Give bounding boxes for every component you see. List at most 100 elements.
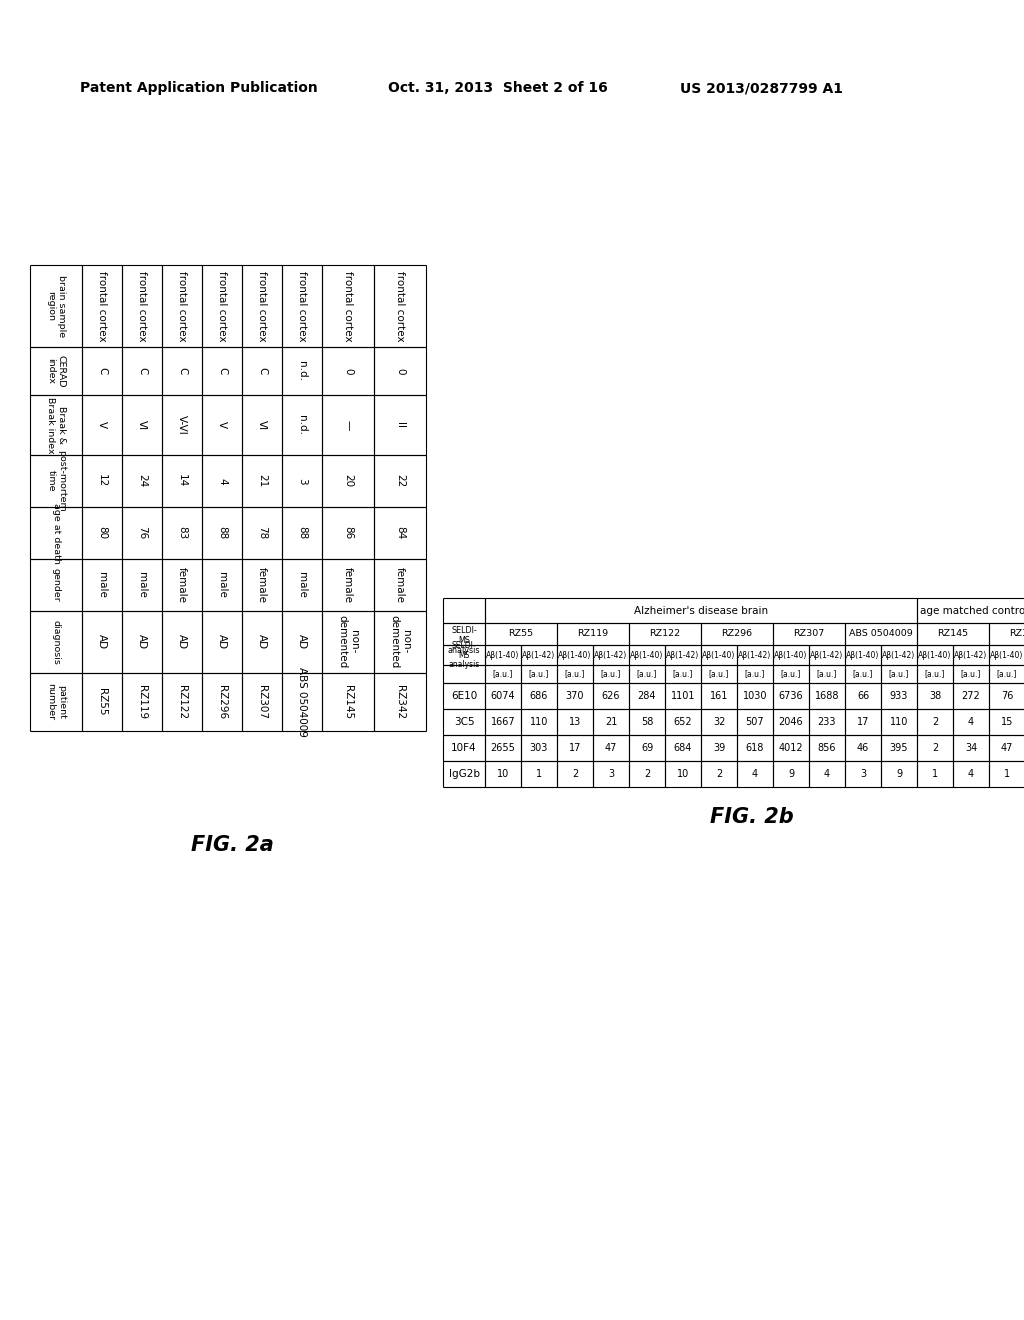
Text: 2046: 2046 xyxy=(778,717,803,727)
Text: 76: 76 xyxy=(1000,690,1013,701)
Text: female: female xyxy=(395,568,406,603)
Text: 1030: 1030 xyxy=(742,690,767,701)
Text: [a.u.]: [a.u.] xyxy=(996,669,1017,678)
Text: 17: 17 xyxy=(857,717,869,727)
Text: 0: 0 xyxy=(343,368,353,375)
Text: 66: 66 xyxy=(857,690,869,701)
Text: II: II xyxy=(395,422,406,428)
Text: RZ55: RZ55 xyxy=(97,688,106,715)
Text: 38: 38 xyxy=(929,690,941,701)
Text: 4: 4 xyxy=(968,717,974,727)
Text: 69: 69 xyxy=(641,743,653,752)
Text: Aβ(1-40): Aβ(1-40) xyxy=(846,651,880,660)
Text: frontal cortex: frontal cortex xyxy=(257,271,267,342)
Text: n.d.: n.d. xyxy=(297,414,307,436)
Text: 2: 2 xyxy=(932,717,938,727)
Text: 86: 86 xyxy=(343,527,353,540)
Text: 4012: 4012 xyxy=(778,743,803,752)
Text: 9: 9 xyxy=(787,770,794,779)
Text: 88: 88 xyxy=(217,527,227,540)
Text: C: C xyxy=(217,367,227,375)
Text: 47: 47 xyxy=(605,743,617,752)
Text: AD: AD xyxy=(137,635,147,649)
Text: 58: 58 xyxy=(641,717,653,727)
Text: 14: 14 xyxy=(177,474,187,487)
Text: Aβ(1-40): Aβ(1-40) xyxy=(774,651,808,660)
Text: post-mortem
time: post-mortem time xyxy=(46,450,66,512)
Text: 12: 12 xyxy=(97,474,106,487)
Text: 15: 15 xyxy=(1000,717,1013,727)
Text: female: female xyxy=(177,568,187,603)
Text: 80: 80 xyxy=(97,527,106,540)
Text: FIG. 2b: FIG. 2b xyxy=(710,807,794,828)
Text: 10: 10 xyxy=(497,770,509,779)
Text: 1667: 1667 xyxy=(490,717,515,727)
Text: frontal cortex: frontal cortex xyxy=(343,271,353,342)
Text: 6E10: 6E10 xyxy=(451,690,477,701)
Text: AD: AD xyxy=(257,635,267,649)
Text: non-
demented: non- demented xyxy=(389,615,411,669)
Text: —: — xyxy=(343,420,353,430)
Text: V: V xyxy=(217,421,227,429)
Text: 1: 1 xyxy=(536,770,542,779)
Text: 2: 2 xyxy=(932,743,938,752)
Text: Aβ(1-40): Aβ(1-40) xyxy=(486,651,520,660)
Text: female: female xyxy=(257,568,267,603)
Text: n.d.: n.d. xyxy=(297,360,307,381)
Text: 284: 284 xyxy=(638,690,656,701)
Text: 1: 1 xyxy=(1004,770,1010,779)
Text: RZ122: RZ122 xyxy=(177,685,187,719)
Text: frontal cortex: frontal cortex xyxy=(137,271,147,342)
Text: male: male xyxy=(97,572,106,598)
Text: Oct. 31, 2013  Sheet 2 of 16: Oct. 31, 2013 Sheet 2 of 16 xyxy=(388,81,608,95)
Text: 10: 10 xyxy=(677,770,689,779)
Text: Patent Application Publication: Patent Application Publication xyxy=(80,81,317,95)
Text: frontal cortex: frontal cortex xyxy=(395,271,406,342)
Text: RZ119: RZ119 xyxy=(578,630,608,639)
Text: 626: 626 xyxy=(602,690,621,701)
Text: 76: 76 xyxy=(137,527,147,540)
Text: [a.u.]: [a.u.] xyxy=(709,669,729,678)
Text: 6736: 6736 xyxy=(778,690,803,701)
Text: SELDI-
MS
analysis: SELDI- MS analysis xyxy=(447,626,480,655)
Text: Aβ(1-40): Aβ(1-40) xyxy=(558,651,592,660)
Text: Aβ(1-40): Aβ(1-40) xyxy=(919,651,951,660)
Text: 10F4: 10F4 xyxy=(452,743,477,752)
Text: male: male xyxy=(137,572,147,598)
Text: brain sample
region: brain sample region xyxy=(46,275,66,337)
Text: AD: AD xyxy=(217,635,227,649)
Text: RZ342: RZ342 xyxy=(1010,630,1024,639)
Text: RZ296: RZ296 xyxy=(722,630,753,639)
Text: 47: 47 xyxy=(1000,743,1013,752)
Text: age matched control brain: age matched control brain xyxy=(920,606,1024,615)
Text: 303: 303 xyxy=(529,743,548,752)
Text: 652: 652 xyxy=(674,717,692,727)
Text: AD: AD xyxy=(97,635,106,649)
Text: 3: 3 xyxy=(608,770,614,779)
Text: [a.u.]: [a.u.] xyxy=(889,669,909,678)
Text: C: C xyxy=(177,367,187,375)
Text: RZ145: RZ145 xyxy=(937,630,969,639)
Text: 856: 856 xyxy=(818,743,837,752)
Text: [a.u.]: [a.u.] xyxy=(637,669,657,678)
Text: AD: AD xyxy=(297,635,307,649)
Text: [a.u.]: [a.u.] xyxy=(601,669,622,678)
Text: Aβ(1-40): Aβ(1-40) xyxy=(990,651,1024,660)
Text: RZ119: RZ119 xyxy=(137,685,147,719)
Text: C: C xyxy=(137,367,147,375)
Text: 161: 161 xyxy=(710,690,728,701)
Text: 933: 933 xyxy=(890,690,908,701)
Text: Aβ(1-42): Aβ(1-42) xyxy=(594,651,628,660)
Text: Alzheimer's disease brain: Alzheimer's disease brain xyxy=(634,606,768,615)
Text: C: C xyxy=(257,367,267,375)
Text: [a.u.]: [a.u.] xyxy=(528,669,549,678)
Text: 83: 83 xyxy=(177,527,187,540)
Text: Aβ(1-40): Aβ(1-40) xyxy=(631,651,664,660)
Text: RZ122: RZ122 xyxy=(649,630,681,639)
Text: Braak &
Braak index: Braak & Braak index xyxy=(46,397,66,453)
Text: [a.u.]: [a.u.] xyxy=(565,669,585,678)
Text: patient
number: patient number xyxy=(46,684,66,721)
Text: 32: 32 xyxy=(713,717,725,727)
Text: 1: 1 xyxy=(932,770,938,779)
Text: 22: 22 xyxy=(395,474,406,487)
